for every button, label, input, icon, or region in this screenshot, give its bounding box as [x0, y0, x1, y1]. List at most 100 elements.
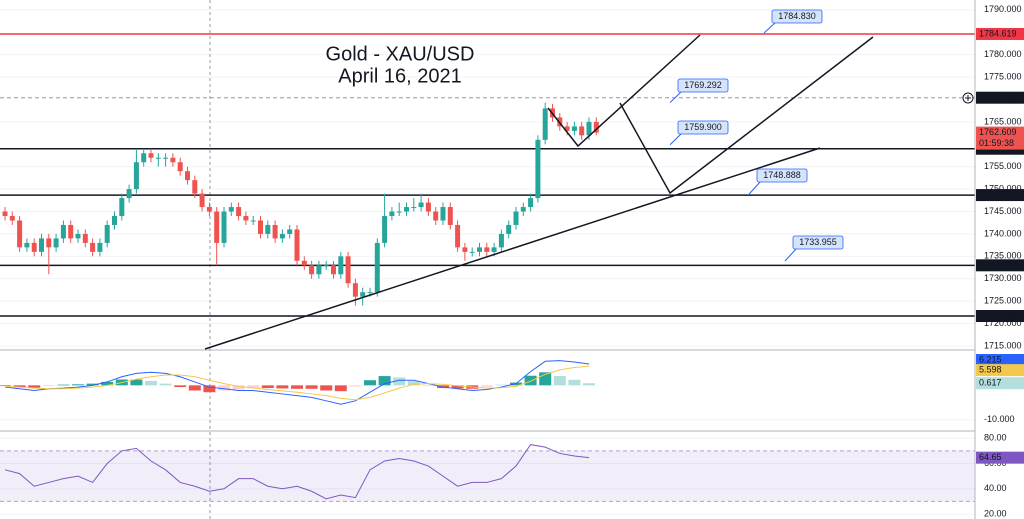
histogram-bar: [451, 385, 464, 389]
candle-body: [323, 265, 329, 267]
axis-label: 1748.672: [979, 189, 1017, 199]
histogram-bar: [334, 385, 347, 392]
y-tick-label: 1755.000: [984, 161, 1022, 171]
candle-body: [520, 207, 526, 212]
histogram-bar: [247, 385, 260, 388]
y-tick-label: 1715.000: [984, 340, 1022, 350]
candle-body: [185, 171, 190, 181]
candle-body: [236, 207, 242, 217]
last-price-label: 1762.609: [979, 127, 1017, 137]
candle-body: [418, 202, 424, 208]
candle-body: [571, 126, 577, 131]
histogram-bar: [583, 383, 595, 386]
candle-body: [579, 126, 585, 136]
candle-body: [60, 224, 66, 239]
chart-title: Gold - XAU/USD: [326, 43, 475, 65]
histogram-bar: [218, 385, 230, 391]
candle-body: [177, 162, 183, 172]
candle-body: [462, 247, 468, 252]
histogram-bar: [159, 383, 172, 386]
candle-body: [243, 216, 249, 221]
candle-body: [469, 251, 475, 253]
candle-body: [360, 292, 366, 297]
histogram-bar: [393, 377, 406, 386]
candle-body: [228, 207, 234, 212]
candle-body: [389, 211, 395, 217]
candle-body: [199, 193, 205, 208]
histogram-bar: [72, 384, 84, 386]
axis-label: 5.598: [979, 364, 1002, 374]
y-tick-label: 1735.000: [984, 251, 1022, 261]
annotation-label: 1733.955: [799, 237, 837, 247]
candle-body: [46, 238, 52, 248]
y-tick-label: 1790.000: [984, 4, 1022, 14]
candle-body: [112, 216, 117, 225]
candle-body: [564, 126, 570, 131]
annotation-connector: [669, 90, 683, 104]
histogram-bar: [0, 385, 11, 387]
histogram-bar: [57, 384, 70, 386]
candle-body: [148, 153, 154, 158]
annotation-connector: [669, 132, 683, 146]
annotation-label: 1759.900: [684, 122, 722, 132]
candle-body: [155, 157, 161, 159]
y-tick-label: 1765.000: [984, 116, 1022, 126]
axis-label-bg: [976, 364, 1024, 377]
last-price-bg: [976, 126, 1024, 150]
candle-body: [498, 233, 504, 248]
axis-label: 0.617: [979, 378, 1002, 388]
y-tick-label: 1780.000: [984, 49, 1022, 59]
rsi-band: [0, 450, 975, 502]
candle-body: [206, 207, 212, 212]
candle-body: [141, 153, 147, 163]
y-tick-label: 1745.000: [984, 206, 1022, 216]
axis-label: 1732.997: [979, 260, 1017, 270]
y-tick-label: 1775.000: [984, 71, 1022, 81]
candle-body: [513, 211, 519, 225]
axis-label-bg: [976, 189, 1024, 202]
candle-body: [477, 247, 482, 252]
histogram-bar: [203, 385, 216, 393]
histogram-bar: [291, 385, 303, 389]
candle-body: [542, 108, 548, 140]
y-tick-label: 1750.000: [984, 183, 1022, 193]
rsi-pane: [0, 444, 975, 502]
axis-label-bg: [976, 451, 1024, 464]
trend-line: [547, 34, 701, 148]
candle-body: [535, 139, 541, 199]
histogram-bar: [261, 385, 274, 389]
candle-body: [455, 224, 461, 248]
annotation-box: [771, 9, 823, 24]
histogram-bar: [130, 379, 143, 386]
candle-body: [31, 242, 37, 252]
candle-body: [250, 220, 256, 222]
histogram-bar: [553, 376, 566, 386]
candle-body: [75, 233, 81, 239]
candle-body: [440, 207, 446, 221]
candle-body: [97, 242, 103, 252]
histogram-bar: [378, 376, 391, 386]
histogram-bar: [422, 385, 435, 386]
axis-label: 1784.619: [979, 28, 1017, 38]
candle-body: [586, 121, 592, 136]
candle-body: [345, 256, 351, 284]
axis-label-bg: [976, 377, 1024, 390]
histogram-bar: [320, 385, 333, 391]
candles: [2, 102, 599, 306]
candle-body: [338, 256, 344, 275]
histogram-bar: [101, 381, 114, 386]
candle-body: [331, 265, 336, 275]
axis-label: 1721.686: [979, 310, 1017, 320]
candle-body: [2, 211, 8, 217]
candle-body: [214, 211, 220, 243]
candle-body: [221, 211, 227, 243]
candle-body: [301, 260, 307, 266]
annotation-connector: [748, 180, 762, 195]
add-alert-icon[interactable]: [962, 92, 974, 104]
annotation-box: [677, 78, 729, 93]
annotation-label: 1784.830: [778, 11, 816, 21]
histogram-bar: [495, 384, 508, 386]
trend-lines: [204, 34, 874, 350]
levels: [0, 33, 975, 317]
